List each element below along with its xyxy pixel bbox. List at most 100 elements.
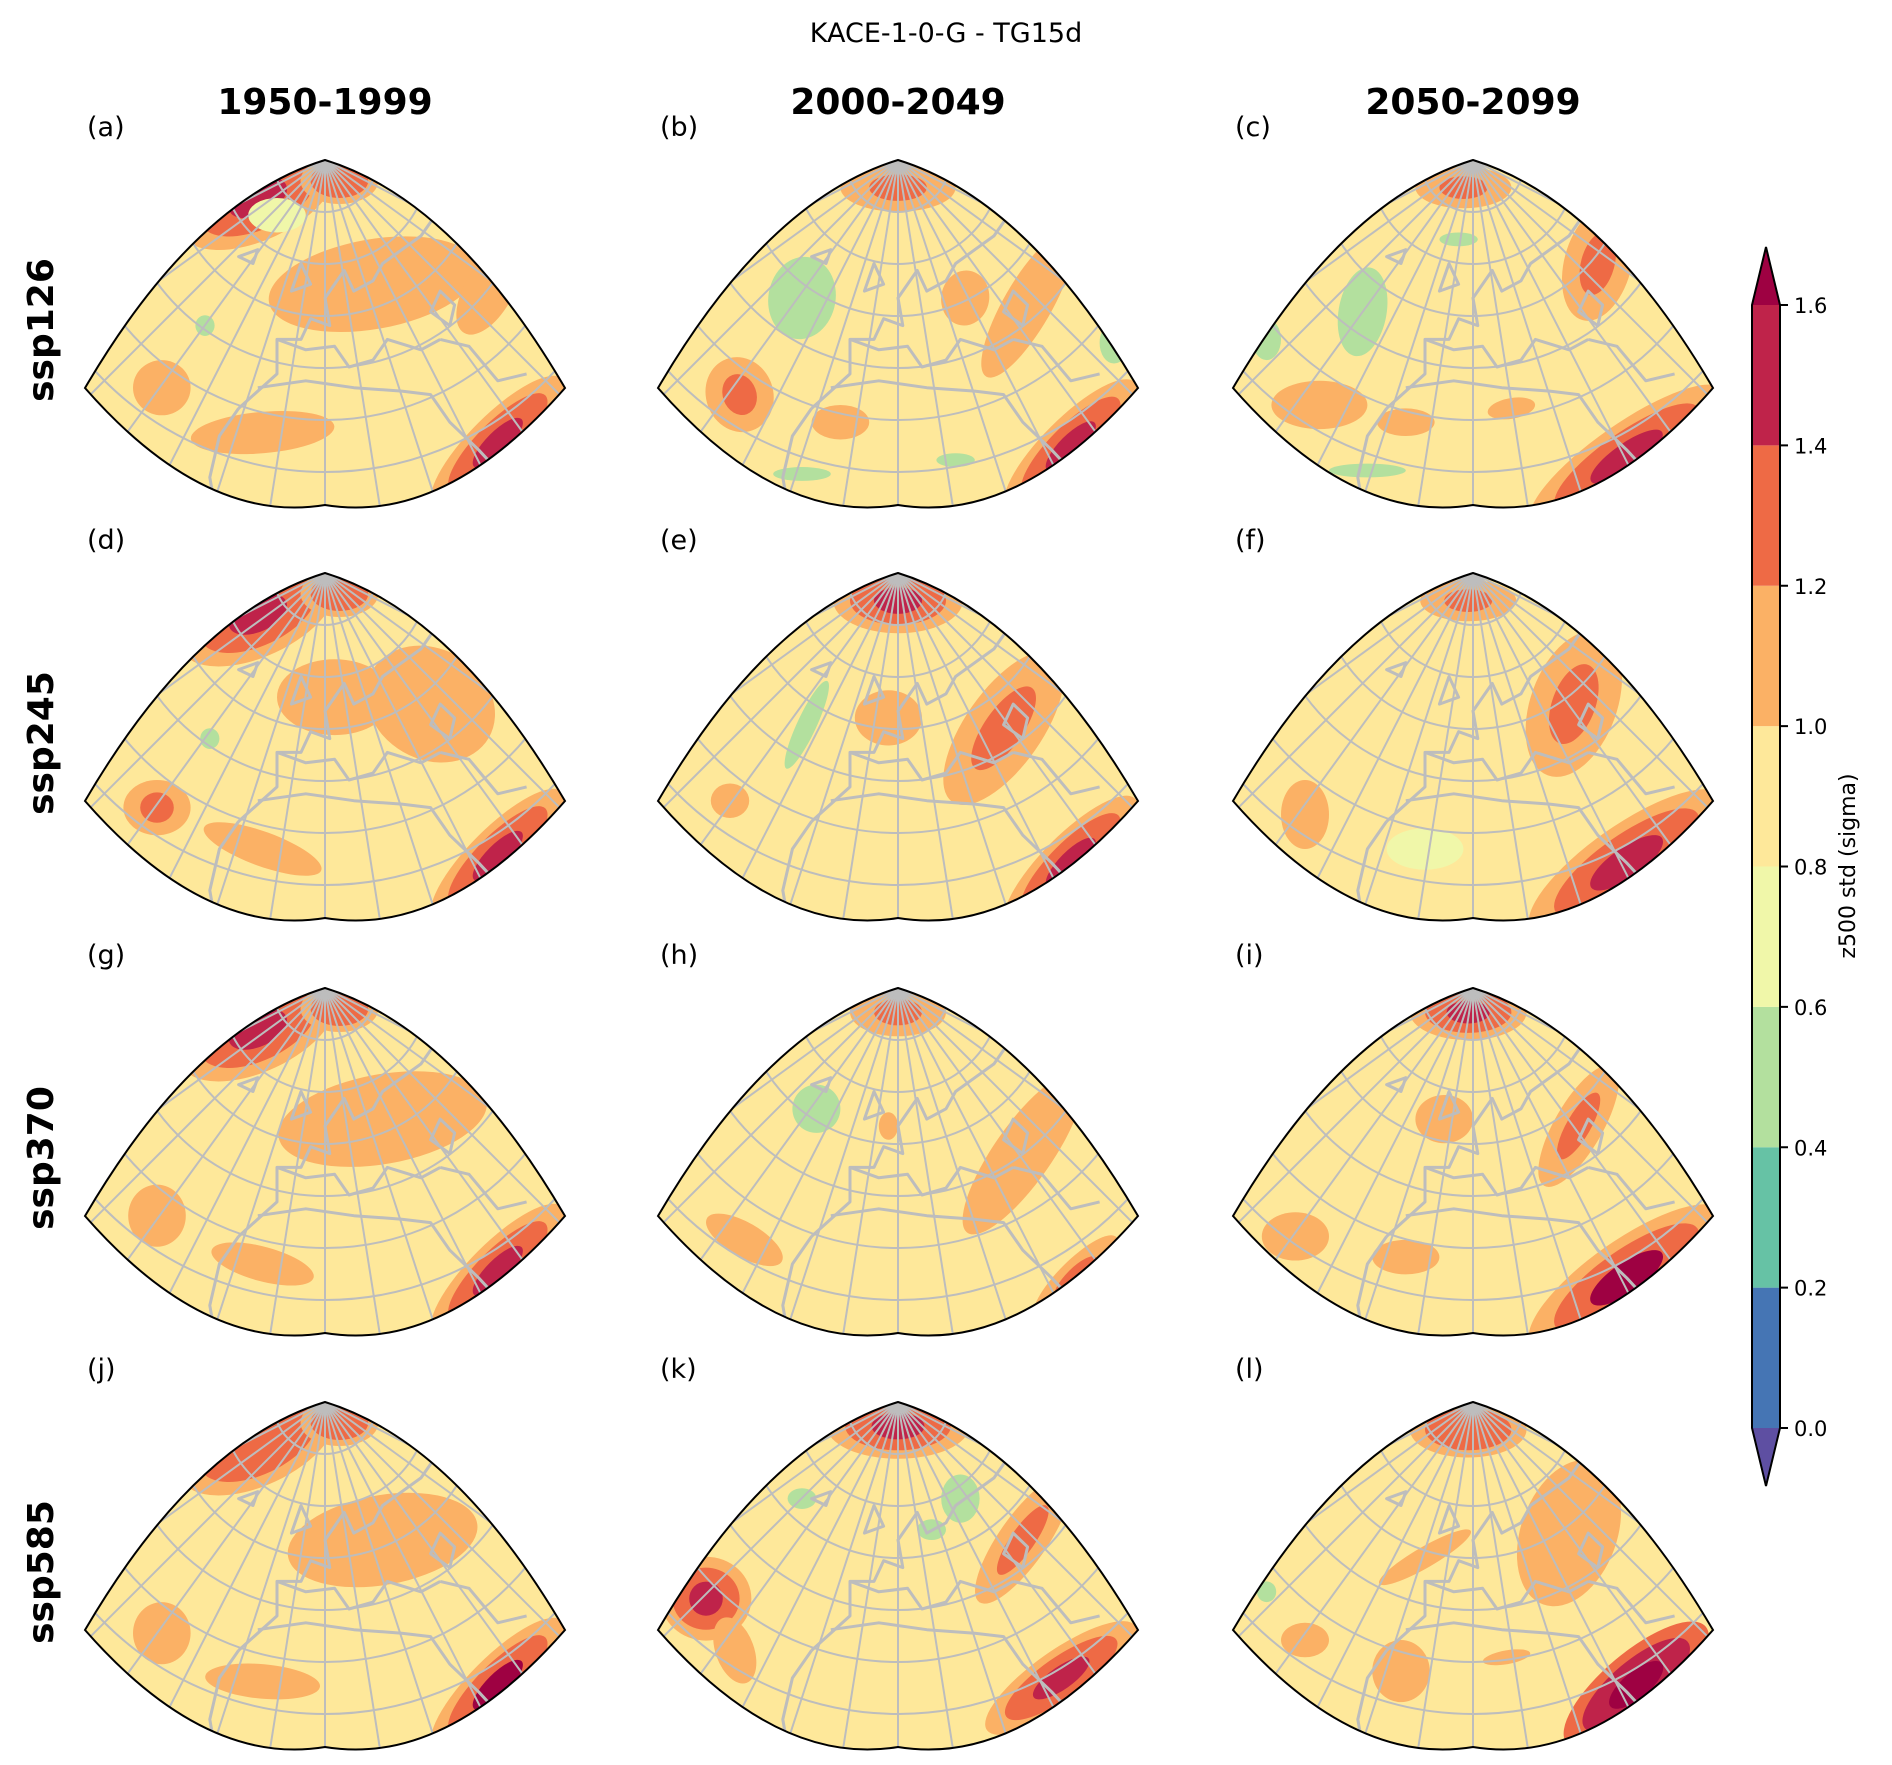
- column-title-2: 2000-2049: [790, 82, 1005, 123]
- parallel: [658, 160, 1138, 421]
- contour-region: [1386, 828, 1464, 870]
- contour-region: [1252, 318, 1281, 361]
- coastline: [429, 1531, 457, 1570]
- map-boundary: [656, 158, 1140, 509]
- parallel: [1233, 988, 1713, 1301]
- parallel: [220, 573, 430, 678]
- parallel: [272, 1402, 378, 1455]
- contour-region: [1257, 1581, 1277, 1603]
- contour-region: [1378, 1529, 1472, 1586]
- parallel: [1368, 160, 1578, 265]
- contour-region: [713, 1617, 757, 1684]
- coastline: [862, 262, 886, 293]
- contour-region: [133, 360, 191, 416]
- contour-region: [936, 453, 975, 468]
- coastline: [237, 1076, 260, 1093]
- parallel: [85, 573, 565, 886]
- map-boundary: [83, 158, 567, 509]
- contour-region: [203, 822, 322, 876]
- coastline: [1424, 750, 1589, 782]
- panel-label: (a): [87, 112, 125, 143]
- meridian: [897, 1402, 1138, 1700]
- coastline: [862, 1504, 886, 1535]
- coastline: [1405, 379, 1647, 472]
- meridian: [1233, 1402, 1474, 1700]
- coastline: [1577, 1531, 1605, 1570]
- parallel: [1316, 573, 1630, 730]
- panel-label: (j): [87, 1354, 116, 1385]
- parallel: [1264, 1402, 1682, 1611]
- contour-region: [784, 680, 829, 769]
- colorbar-blocks: [1752, 305, 1780, 1428]
- coastline: [1577, 289, 1605, 328]
- contour-region: [941, 1474, 980, 1523]
- parallel: [689, 1402, 1107, 1611]
- contour-region: [811, 404, 870, 440]
- coastline: [1424, 1579, 1589, 1611]
- coastline: [237, 1490, 260, 1507]
- meridian: [85, 1402, 326, 1700]
- parallel: [658, 160, 1138, 473]
- parallel: [272, 160, 378, 213]
- parallel: [1233, 573, 1713, 834]
- contour-peak: [1548, 664, 1599, 745]
- parallel: [168, 573, 482, 730]
- coastline: [1385, 1076, 1408, 1093]
- colorbar-block: [1752, 1006, 1780, 1148]
- parallel: [85, 160, 565, 421]
- coastline: [1577, 702, 1605, 741]
- coastline: [429, 289, 457, 328]
- coastline: [1385, 248, 1408, 265]
- colorbar-tick-label: 1.6: [1794, 294, 1827, 318]
- parallel: [1420, 573, 1526, 626]
- coastline: [1405, 792, 1647, 885]
- colorbar-block: [1752, 1287, 1780, 1428]
- map-panel-g: (g): [83, 940, 567, 1337]
- parallel: [1233, 988, 1713, 1249]
- coastline: [257, 792, 499, 885]
- contour-region: [854, 690, 923, 746]
- coastline: [439, 750, 527, 796]
- meridian: [1472, 1402, 1713, 1700]
- coastline: [1424, 1165, 1589, 1197]
- colorbar-tick-label: 0.0: [1794, 1417, 1827, 1441]
- coastline: [1577, 1117, 1605, 1156]
- meridian: [324, 988, 565, 1286]
- row-title-2: ssp245: [21, 671, 62, 815]
- panel-label: (c): [1235, 112, 1271, 143]
- parallel: [658, 988, 1138, 1249]
- contour-region: [205, 1663, 321, 1700]
- map-boundary: [1231, 986, 1715, 1337]
- meridian: [658, 1402, 899, 1700]
- panel-label: (f): [1235, 525, 1266, 556]
- colorbar-tick-label: 1.2: [1794, 575, 1827, 599]
- parallel: [741, 160, 1055, 317]
- coastline: [439, 337, 527, 383]
- row-title-4: ssp585: [21, 1500, 62, 1644]
- meridian: [897, 573, 1138, 871]
- parallel: [1233, 1402, 1713, 1663]
- map-boundary: [1231, 1400, 1715, 1751]
- map-boundary: [83, 571, 567, 922]
- contour-region: [941, 270, 990, 326]
- row-title-1: ssp126: [21, 258, 62, 402]
- coastline: [849, 750, 1014, 782]
- coastline: [862, 675, 886, 706]
- column-title-1: 1950-1999: [217, 82, 432, 123]
- parallel: [116, 1402, 534, 1611]
- map-boundary: [656, 571, 1140, 922]
- panel-label: (d): [87, 525, 125, 556]
- meridian: [658, 160, 899, 458]
- coastline: [1587, 337, 1675, 383]
- coastline: [429, 1117, 457, 1156]
- parallel: [689, 988, 1107, 1197]
- colorbar-tick-label: 0.4: [1794, 1136, 1827, 1160]
- contour-region: [1261, 1212, 1329, 1261]
- parallel: [85, 160, 565, 473]
- coastline: [276, 1165, 441, 1197]
- parallel: [1233, 573, 1713, 886]
- meridian: [658, 988, 899, 1286]
- coastline: [257, 1207, 499, 1300]
- parallel: [845, 1402, 951, 1455]
- parallel: [1316, 160, 1630, 317]
